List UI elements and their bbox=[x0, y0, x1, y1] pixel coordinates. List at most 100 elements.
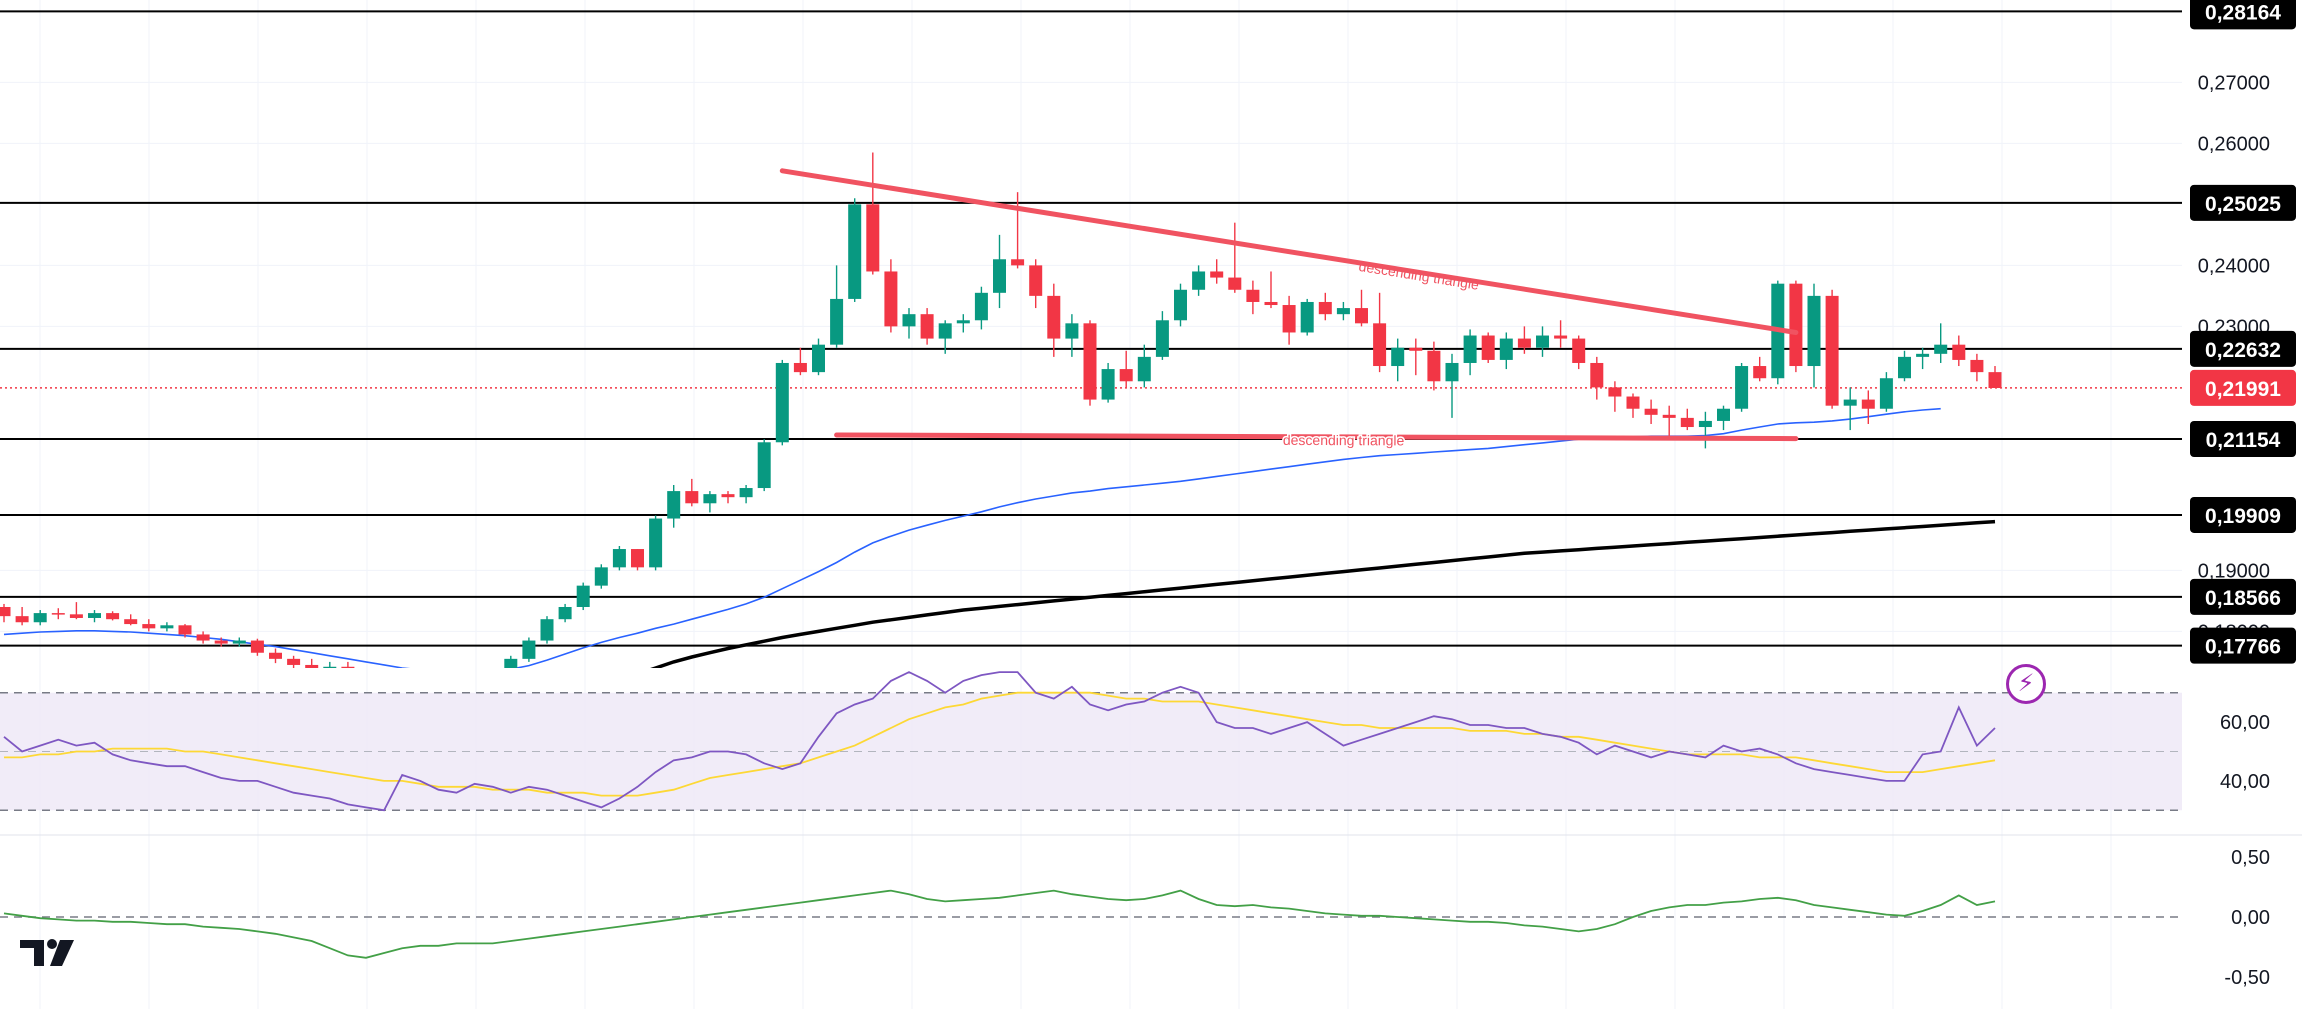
candle-body bbox=[232, 640, 246, 644]
candle-body bbox=[667, 491, 681, 519]
candle-body bbox=[558, 606, 572, 620]
trendline bbox=[834, 432, 1799, 442]
level-label: 0,22632 bbox=[2205, 339, 2281, 362]
candle-body bbox=[540, 619, 554, 641]
candle-body bbox=[920, 314, 934, 339]
candle-body bbox=[739, 488, 753, 498]
candle-body bbox=[106, 613, 120, 620]
level-label-bg bbox=[2190, 184, 2296, 221]
rsi-band bbox=[0, 692, 2182, 811]
candle-body bbox=[1499, 338, 1513, 360]
candle-body bbox=[341, 666, 355, 668]
candle-body bbox=[938, 323, 952, 339]
candle-body bbox=[956, 320, 970, 324]
candle-body bbox=[414, 683, 427, 686]
candle-body bbox=[1517, 338, 1531, 348]
candle-body bbox=[1246, 289, 1260, 302]
candle-body bbox=[1083, 323, 1097, 400]
level-label-bg bbox=[2190, 627, 2296, 664]
candle-body bbox=[1228, 277, 1242, 290]
candle-body bbox=[1952, 344, 1966, 360]
rsi-tick-label: 40,00 bbox=[2220, 771, 2270, 793]
candle-body bbox=[594, 567, 608, 586]
candle-body bbox=[1264, 301, 1278, 306]
tradingview-logo[interactable]: TV bbox=[18, 936, 80, 970]
candle-body bbox=[1445, 362, 1459, 382]
candle-body bbox=[1861, 399, 1875, 409]
candle-body bbox=[378, 677, 391, 680]
candle-body bbox=[631, 549, 644, 568]
candle-body bbox=[1355, 308, 1368, 324]
candle-body bbox=[51, 613, 65, 615]
candle-body bbox=[1988, 372, 2002, 388]
price-tick-label: 0,26000 bbox=[2198, 133, 2270, 155]
level-label-bg bbox=[2190, 496, 2296, 533]
candle-body bbox=[1698, 420, 1712, 428]
candle-body bbox=[1318, 301, 1332, 315]
moving-average-line bbox=[650, 519, 1996, 668]
candle-body bbox=[486, 686, 499, 691]
candle-body bbox=[1843, 399, 1857, 406]
candle-body bbox=[396, 677, 409, 686]
candle-body bbox=[1463, 335, 1477, 363]
level-label: 0,19909 bbox=[2205, 505, 2281, 528]
candle-body bbox=[612, 549, 626, 568]
candle-body bbox=[323, 666, 337, 668]
price-tick-label: 0,27000 bbox=[2198, 72, 2270, 94]
price-panel: descending triangle descending triangle bbox=[0, 10, 2182, 691]
lightning-icon[interactable]: ⚡ bbox=[2006, 664, 2046, 704]
candle-body bbox=[178, 625, 192, 635]
candle-body bbox=[1970, 359, 1984, 373]
candle-body bbox=[250, 640, 264, 653]
candle-body bbox=[214, 640, 228, 644]
candle-body bbox=[196, 634, 210, 641]
logo-mark-icon bbox=[20, 939, 74, 966]
current-price-label: 0,21991 bbox=[2205, 378, 2281, 401]
candle-body bbox=[1029, 265, 1043, 296]
candle-body bbox=[468, 686, 481, 689]
candle-body bbox=[993, 259, 1006, 293]
level-label: 0,18566 bbox=[2205, 587, 2281, 610]
level-label: 0,25025 bbox=[2205, 193, 2281, 216]
candle-body bbox=[703, 494, 717, 504]
oscillator-tick-label: 0,50 bbox=[2231, 847, 2270, 869]
level-label: 0,17766 bbox=[2205, 636, 2281, 659]
candle-body bbox=[1572, 338, 1586, 363]
candle-body bbox=[1554, 335, 1568, 339]
oscillator-line bbox=[3, 889, 1996, 959]
candle-body bbox=[974, 292, 988, 321]
current-price-label-bg bbox=[2190, 369, 2296, 406]
price-tick-label: 0,19000 bbox=[2198, 560, 2270, 582]
candle-body bbox=[1789, 283, 1803, 367]
candle-body bbox=[504, 658, 518, 668]
candle-body bbox=[812, 344, 825, 373]
candle-body bbox=[1916, 353, 1930, 357]
candle-body bbox=[160, 625, 174, 629]
candle-body bbox=[142, 624, 156, 629]
candle-body bbox=[1753, 366, 1767, 379]
rsi-signal-line bbox=[4, 691, 1996, 797]
trendline-label: descending triangle bbox=[1358, 258, 1481, 293]
candle-body bbox=[1300, 301, 1314, 333]
candle-body bbox=[793, 362, 807, 373]
candle-body bbox=[1192, 271, 1206, 290]
candle-body bbox=[775, 362, 789, 443]
candle-body bbox=[1174, 289, 1187, 321]
candle-body bbox=[1680, 417, 1694, 428]
candle-body bbox=[721, 494, 735, 498]
candle-body bbox=[830, 298, 844, 345]
candle-body bbox=[1210, 271, 1224, 278]
candle-body bbox=[1626, 396, 1640, 409]
level-label: 0,21154 bbox=[2206, 429, 2281, 452]
candle-body bbox=[522, 640, 536, 659]
candle-body bbox=[685, 491, 699, 504]
candle-body bbox=[576, 585, 590, 607]
level-label-bg bbox=[2190, 578, 2296, 615]
candle-body bbox=[1879, 378, 1893, 409]
candle-body bbox=[1608, 387, 1622, 397]
candle-body bbox=[1662, 414, 1676, 418]
level-label-bg bbox=[2190, 330, 2296, 367]
oscillator-tick-label: 0,00 bbox=[2231, 907, 2270, 929]
candle-body bbox=[1644, 408, 1658, 415]
